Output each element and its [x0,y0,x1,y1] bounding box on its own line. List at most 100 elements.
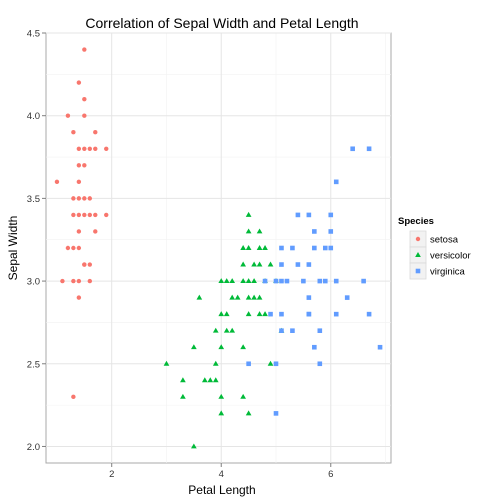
point-setosa [104,146,109,151]
point-setosa [76,196,82,201]
point-versicolor [229,278,236,284]
legend-symbol-versicolor [415,252,421,257]
point-versicolor [267,261,274,267]
point-versicolor [245,245,252,250]
legend-symbol-setosa [415,236,421,242]
point-virginica [306,295,312,300]
point-setosa [76,146,82,151]
point-setosa [71,278,76,284]
point-versicolor [234,294,241,300]
point-virginica [295,262,301,267]
y-tick-label: 2.5 [27,359,40,370]
point-virginica [273,361,279,367]
point-versicolor [245,211,252,217]
y-tick-label: 4.0 [27,111,40,122]
point-setosa [71,212,76,218]
point-setosa [76,212,82,218]
point-virginica [328,212,334,218]
axis-layer: 2 4 6 2.0 2.5 3.0 3.5 4.0 4.5 [27,29,334,481]
point-versicolor [163,360,170,366]
point-virginica [301,278,306,284]
point-virginica [262,278,268,284]
point-virginica [284,278,290,284]
x-axis-title: Petal Length [188,483,255,497]
point-setosa [93,229,98,234]
x-tick-label: 4 [219,469,224,480]
point-versicolor [212,327,219,333]
point-setosa [76,245,82,251]
point-setosa [82,262,87,267]
point-virginica [246,361,251,367]
legend-label-versicolor: versicolor [430,251,471,262]
point-setosa [71,394,76,400]
point-virginica [377,344,383,350]
point-versicolor [223,327,230,333]
point-versicolor [256,311,263,317]
point-virginica [312,344,317,350]
point-setosa [76,229,82,234]
point-setosa [82,212,87,218]
point-versicolor [256,228,263,234]
point-setosa [60,278,65,284]
point-setosa [87,262,93,267]
point-setosa [54,179,60,185]
point-virginica [317,328,323,333]
point-versicolor [251,278,257,284]
point-virginica [333,179,339,185]
point-setosa [93,130,98,135]
point-virginica [328,245,334,251]
point-versicolor [251,294,257,300]
point-setosa [76,80,82,85]
point-setosa [76,295,82,300]
point-virginica [333,311,339,317]
point-setosa [82,47,87,52]
point-virginica [333,278,339,284]
point-setosa [65,113,71,118]
point-versicolor [245,410,252,416]
point-virginica [317,278,323,284]
point-virginica [306,311,312,317]
y-tick-label: 3.0 [27,277,40,288]
point-versicolor [240,393,246,399]
y-tick-label: 3.5 [27,194,40,205]
x-tick-label: 6 [328,469,333,480]
point-versicolor [245,228,252,234]
point-virginica [279,328,284,333]
point-virginica [322,278,328,284]
point-virginica [350,146,355,152]
legend: Species setosa versicolor virginica [398,216,471,280]
point-versicolor [245,278,252,284]
point-setosa [82,196,87,201]
point-virginica [306,262,312,267]
chart-title: Correlation of Sepal Width and Petal Len… [85,15,358,31]
point-versicolor [201,377,208,383]
point-virginica [295,212,301,218]
point-versicolor [245,294,252,300]
point-setosa [82,113,87,118]
point-setosa [87,212,93,218]
point-virginica [273,278,279,284]
point-virginica [312,229,317,234]
point-versicolor [212,360,219,366]
point-versicolor [262,311,268,317]
point-versicolor [218,278,225,284]
point-versicolor [223,278,230,284]
point-virginica [279,278,284,284]
point-virginica [366,146,372,152]
point-versicolor [267,360,274,366]
point-setosa [71,130,76,135]
point-virginica [366,311,372,317]
point-versicolor [240,344,246,350]
plot-panel [45,32,392,464]
point-versicolor [207,377,214,383]
point-virginica [273,411,279,416]
point-versicolor [240,245,246,250]
point-virginica [317,361,323,367]
point-versicolor [218,344,225,350]
point-setosa [93,212,98,218]
legend-label-setosa: setosa [430,235,459,246]
point-setosa [87,278,93,284]
point-virginica [279,262,284,267]
point-versicolor [229,327,236,333]
